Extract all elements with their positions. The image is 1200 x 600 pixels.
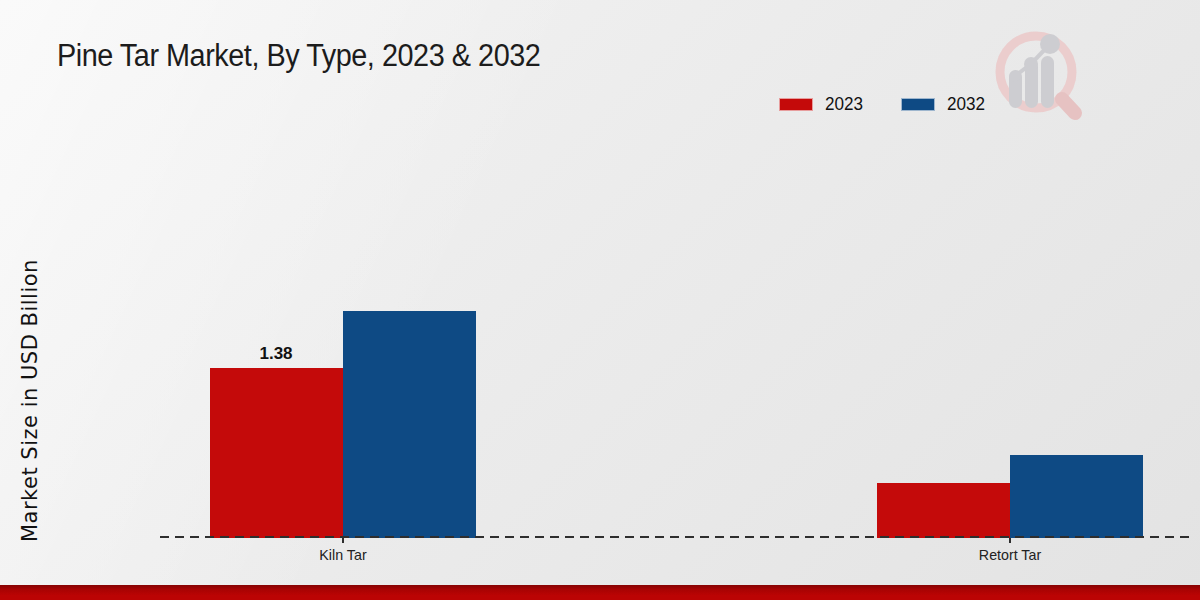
bar-2023-kiln-tar: [210, 368, 343, 538]
page-background: { "title": "Pine Tar Market, By Type, 20…: [0, 0, 1200, 600]
category-label-retort-tar: Retort Tar: [979, 546, 1041, 563]
x-tick: [342, 538, 344, 543]
bar-2023-retort-tar: [877, 483, 1010, 538]
x-axis-baseline: [160, 536, 1190, 538]
bar-value-label: 1.38: [259, 344, 292, 364]
plot-area: 1.38 Kiln Tar Retort Tar: [0, 0, 1200, 600]
bottom-red-band: [0, 585, 1200, 600]
bar-2032-retort-tar: [1010, 455, 1143, 538]
x-tick: [1009, 538, 1011, 543]
bar-2032-kiln-tar: [343, 311, 476, 538]
category-label-kiln-tar: Kiln Tar: [319, 546, 366, 563]
